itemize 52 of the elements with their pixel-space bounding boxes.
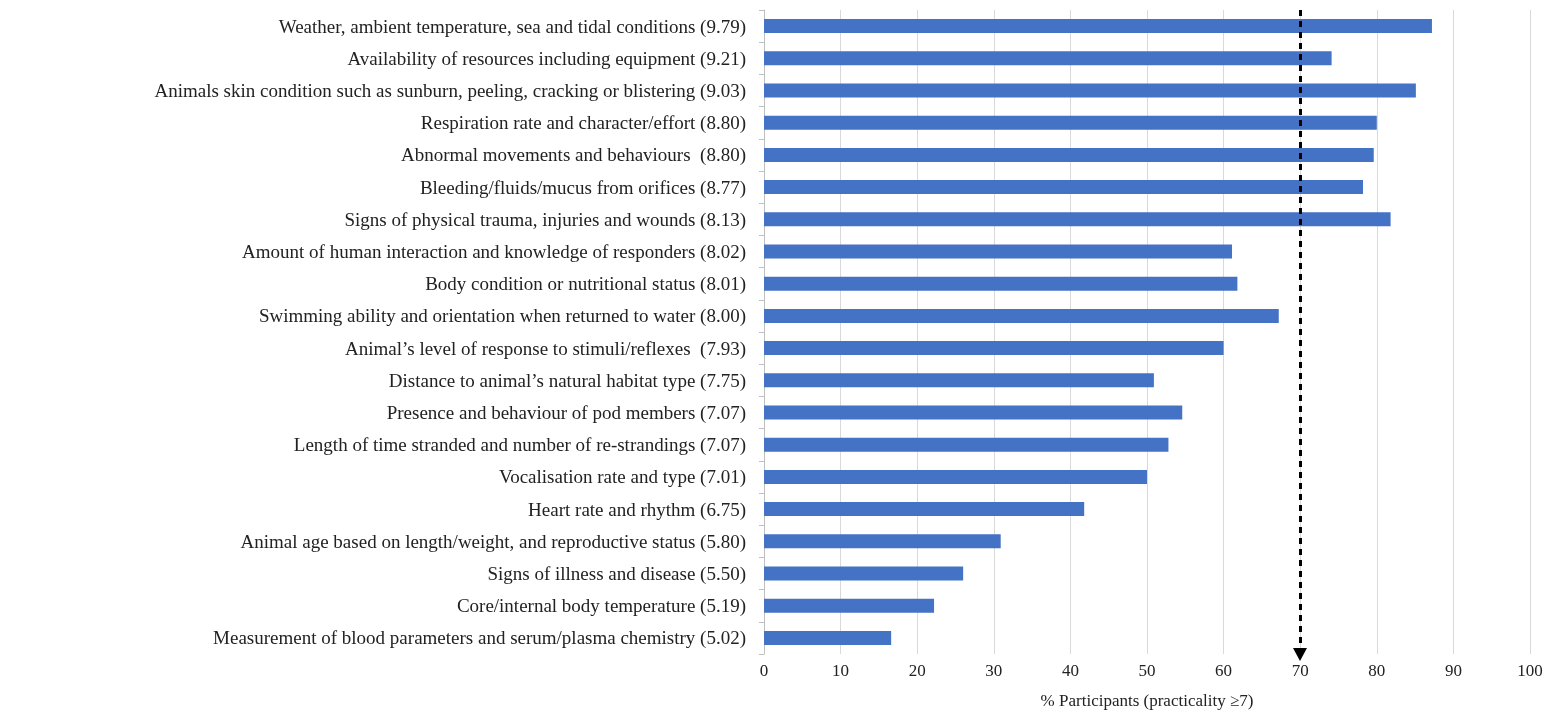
x-tick-label: 10 — [832, 661, 850, 680]
y-tick-label: Length of time stranded and number of re-strandings (7.07) — [293, 434, 746, 457]
bar — [764, 566, 964, 581]
bar — [764, 469, 1147, 484]
x-tick-label: 60 — [1215, 661, 1233, 680]
bar — [764, 115, 1377, 130]
bar — [764, 147, 1374, 162]
x-axis-title: % Participants (practicality ≥7) — [1040, 691, 1254, 710]
bar — [764, 83, 1416, 98]
x-tick-label: 90 — [1444, 661, 1462, 680]
x-tick-label: 30 — [985, 661, 1003, 680]
y-tick-label: Vocalisation rate and type (7.01) — [498, 466, 746, 489]
x-tick-label: 80 — [1368, 661, 1386, 680]
bar — [764, 341, 1224, 356]
bar — [764, 598, 935, 613]
bar — [764, 308, 1279, 323]
x-tick-label: 50 — [1138, 661, 1156, 680]
bar — [764, 51, 1332, 66]
y-tick-label: Amount of human interaction and knowledge of responders (8.02) — [242, 241, 746, 263]
bar — [764, 405, 1183, 420]
y-tick-label: Swimming ability and orientation when returned to water (8.00) — [258, 305, 746, 328]
x-tick-label: 20 — [908, 661, 926, 680]
y-tick-label: Availability of resources including equipment (9.21) — [347, 47, 746, 70]
x-tick-label: 40 — [1061, 661, 1079, 680]
bar — [764, 534, 1001, 549]
x-tick-label: 70 — [1291, 661, 1309, 680]
y-tick-label: Bleeding/fluids/mucus from orifices (8.77) — [419, 176, 746, 199]
bar — [764, 437, 1169, 452]
y-tick-label: Heart rate and rhythm (6.75) — [528, 498, 746, 521]
bar — [764, 373, 1154, 388]
x-tick-label: 100 — [1517, 661, 1543, 680]
bar — [764, 276, 1238, 291]
y-tick-label: Animal age based on length/weight, and reproductive status (5.80) — [240, 530, 746, 553]
y-tick-label: Signs of illness and disease (5.50) — [487, 563, 746, 585]
bar — [764, 19, 1432, 34]
y-tick-label: Distance to animal’s natural habitat type (7.75) — [388, 369, 746, 392]
y-tick-label: Weather, ambient temperature, sea and tidal conditions (9.79) — [278, 15, 746, 38]
bar — [764, 502, 1085, 517]
y-tick-label: Core/internal body temperature (5.19) — [456, 595, 746, 618]
bar — [764, 244, 1233, 259]
y-tick-label: Abnormal movements and behaviours (8.80) — [400, 144, 746, 167]
x-tick-label: 0 — [759, 661, 769, 680]
y-tick-label: Respiration rate and character/effort (8.80) — [420, 112, 746, 135]
bar — [764, 630, 892, 645]
y-tick-label: Presence and behaviour of pod members (7.07) — [386, 402, 746, 424]
y-tick-label: Measurement of blood parameters and serum/plasma chemistry (5.02) — [213, 627, 746, 650]
y-tick-label: Animals skin condition such as sunburn, peeling, cracking or blistering (9.03) — [154, 80, 746, 102]
y-tick-label: Body condition or nutritional status (8.01) — [425, 273, 746, 296]
bar — [764, 180, 1364, 195]
bar — [764, 212, 1391, 227]
y-tick-label: Animal’s level of response to stimuli/reflexes (7.93) — [344, 337, 746, 360]
y-tick-label: Signs of physical trauma, injuries and wounds (8.13) — [344, 208, 746, 231]
